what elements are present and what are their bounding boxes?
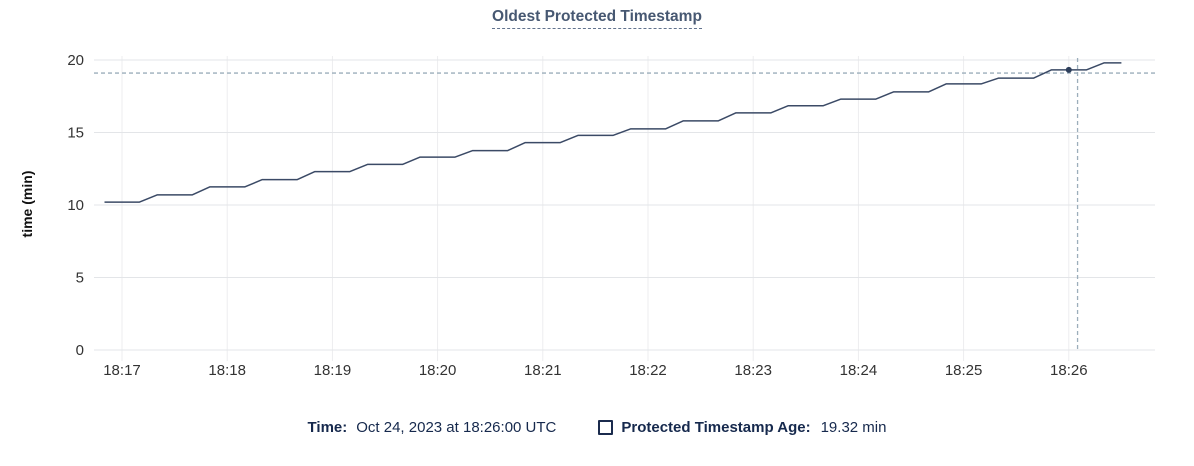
series-line [104,62,1122,203]
legend-series-value: 19.32 min [820,419,887,436]
series-toggle-checkbox[interactable] [598,420,614,435]
x-tick-label: 18:20 [419,362,457,379]
y-tick-label: 15 [67,125,84,142]
y-axis-title: time (min) [19,171,35,238]
legend-time-value: Oct 24, 2023 at 18:26:00 UTC [356,419,557,436]
x-tick-label: 18:21 [524,362,562,379]
y-tick-label: 20 [67,52,84,69]
hover-point-dot [1065,66,1072,73]
chart-title-row: Oldest Protected Timestamp [0,8,1194,29]
x-tick-label: 18:19 [314,362,352,379]
y-tick-label: 10 [67,197,84,214]
x-tick-label: 18:22 [629,362,667,379]
x-tick-label: 18:24 [840,362,878,379]
x-tick-label: 18:26 [1050,362,1088,379]
x-tick-label: 18:17 [103,362,141,379]
y-tick-label: 0 [76,342,84,359]
chart-legend: Time: Oct 24, 2023 at 18:26:00 UTC Prote… [0,419,1194,436]
chart-plot-area[interactable]: 18:17 18:18 18:19 18:20 18:21 18:22 18:23 18:24… [0,0,1194,400]
legend-time-label: Time: [307,419,348,436]
x-tick-label: 18:25 [945,362,983,379]
legend-series-label[interactable]: Protected Timestamp Age: [621,419,811,436]
chart-title[interactable]: Oldest Protected Timestamp [492,8,702,29]
x-tick-label: 18:18 [208,362,246,379]
x-tick-label: 18:23 [734,362,772,379]
y-tick-label: 5 [76,270,84,287]
